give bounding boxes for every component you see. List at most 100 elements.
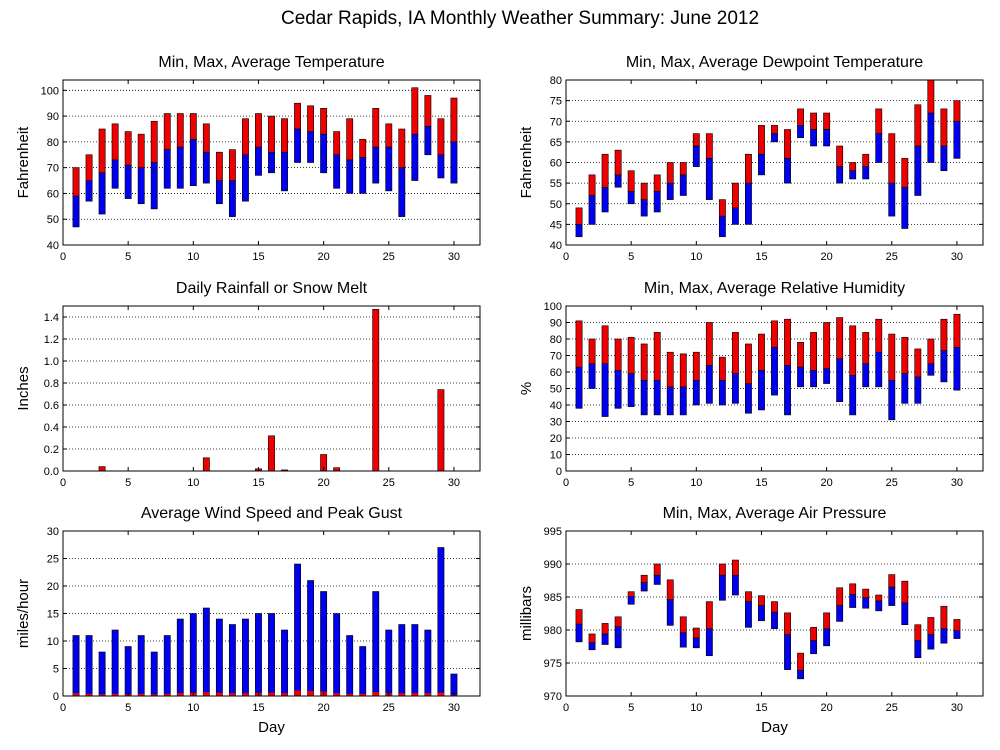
tick-label-x: 25 bbox=[886, 251, 898, 263]
bar-upper-day-15 bbox=[255, 113, 262, 148]
bar-avg-day-22 bbox=[346, 693, 353, 696]
bar-gust-day-19 bbox=[307, 580, 315, 697]
bar-gust-day-16 bbox=[268, 613, 275, 697]
tick-label-x: 5 bbox=[125, 702, 131, 714]
bar-lower-day-17 bbox=[784, 634, 791, 670]
tick-label-y: 975 bbox=[544, 658, 562, 670]
bar-upper-day-12 bbox=[215, 151, 223, 181]
bar-lower-day-4 bbox=[614, 626, 622, 649]
bar-lower-day-6 bbox=[640, 379, 648, 416]
bar-lower-day-27 bbox=[914, 145, 922, 196]
bar-upper-day-10 bbox=[692, 627, 700, 639]
bar-lower-day-9 bbox=[679, 386, 687, 416]
tick-label-y: 70 bbox=[550, 351, 562, 363]
bar-lower-day-6 bbox=[640, 199, 648, 217]
bar-upper-day-12 bbox=[718, 356, 726, 381]
bar-precip-day-29 bbox=[437, 389, 445, 472]
bar-lower-day-29 bbox=[940, 145, 948, 172]
tick-label-y: 0 bbox=[53, 691, 59, 703]
tick-label-x: 0 bbox=[60, 477, 66, 489]
bar-precip-day-3 bbox=[98, 466, 106, 472]
bar-gust-day-9 bbox=[176, 618, 184, 697]
bar-avg-day-6 bbox=[138, 693, 145, 696]
bar-avg-day-19 bbox=[307, 691, 314, 696]
tick-label-y: 60 bbox=[550, 158, 562, 170]
bar-avg-day-1 bbox=[72, 693, 80, 696]
bar-avg-day-8 bbox=[164, 693, 171, 696]
bar-lower-day-12 bbox=[718, 379, 726, 406]
bar-upper-day-20 bbox=[320, 108, 328, 135]
bar-lower-day-6 bbox=[137, 167, 145, 205]
bar-upper-day-11 bbox=[705, 601, 713, 629]
bar-upper-day-27 bbox=[914, 624, 922, 641]
bar-upper-day-26 bbox=[398, 128, 406, 168]
bar-gust-day-17 bbox=[281, 629, 288, 697]
bar-upper-day-7 bbox=[653, 563, 661, 576]
bar-gust-day-20 bbox=[320, 591, 328, 697]
bar-lower-day-20 bbox=[320, 133, 328, 174]
tick-label-x: 20 bbox=[821, 477, 833, 489]
bar-upper-day-3 bbox=[601, 623, 609, 635]
tick-label-y: 80 bbox=[550, 334, 562, 346]
bar-upper-day-15 bbox=[758, 333, 765, 371]
panel-dewpoint: 0 5 10 15 20 25 30 40 45 50 55 60 65 70 75 80 Min, Max, … bbox=[518, 54, 984, 263]
bar-upper-day-6 bbox=[137, 133, 145, 168]
bar-upper-day-19 bbox=[810, 627, 818, 641]
bar-upper-day-18 bbox=[294, 102, 301, 130]
bar-gust-day-11 bbox=[202, 607, 210, 697]
bar-upper-day-16 bbox=[771, 320, 778, 348]
tick-label-x: 25 bbox=[383, 702, 395, 714]
bar-avg-day-16 bbox=[268, 692, 275, 696]
tick-label-y: 15 bbox=[47, 609, 59, 621]
bar-gust-day-24 bbox=[372, 591, 380, 697]
bar-lower-day-12 bbox=[718, 215, 726, 238]
bar-lower-day-20 bbox=[823, 628, 831, 647]
bar-upper-day-27 bbox=[914, 104, 922, 147]
bar-upper-day-26 bbox=[901, 580, 909, 604]
bar-lower-day-11 bbox=[202, 151, 210, 184]
bar-gust-day-12 bbox=[215, 618, 223, 697]
bar-upper-day-13 bbox=[731, 559, 739, 576]
bar-upper-day-2 bbox=[588, 633, 596, 643]
bar-avg-day-2 bbox=[85, 693, 93, 696]
bar-upper-day-25 bbox=[888, 574, 896, 588]
panel-title: Min, Max, Average Relative Humidity bbox=[644, 280, 905, 297]
bar-upper-day-21 bbox=[333, 131, 341, 156]
tick-label-y: 30 bbox=[550, 417, 562, 429]
bar-lower-day-6 bbox=[640, 582, 648, 592]
y-axis-label: Fahrenheit bbox=[15, 126, 32, 199]
tick-label-x: 10 bbox=[187, 251, 199, 263]
bar-avg-day-3 bbox=[98, 694, 106, 696]
bar-lower-day-9 bbox=[176, 146, 184, 189]
bar-upper-day-1 bbox=[575, 320, 583, 368]
bar-lower-day-30 bbox=[953, 346, 961, 391]
bar-lower-day-18 bbox=[294, 128, 301, 163]
tick-label-y: 20 bbox=[550, 433, 562, 445]
y-axis-label: Fahrenheit bbox=[518, 126, 535, 199]
bar-upper-day-5 bbox=[124, 131, 132, 166]
tick-label-x: 15 bbox=[755, 702, 767, 714]
bar-lower-day-18 bbox=[797, 366, 804, 388]
bar-lower-day-10 bbox=[189, 138, 197, 187]
tick-label-x: 30 bbox=[951, 251, 963, 263]
tick-label-y: 0.2 bbox=[44, 444, 59, 456]
bar-lower-day-23 bbox=[862, 363, 870, 388]
bar-lower-day-29 bbox=[940, 350, 948, 383]
bar-upper-day-25 bbox=[888, 333, 896, 381]
bar-lower-day-24 bbox=[875, 600, 883, 612]
bar-avg-day-11 bbox=[203, 692, 210, 696]
bar-upper-day-4 bbox=[614, 149, 622, 176]
bar-lower-day-15 bbox=[758, 605, 765, 622]
bar-upper-day-19 bbox=[810, 332, 818, 371]
tick-label-y: 30 bbox=[47, 526, 59, 538]
tick-label-y: 990 bbox=[544, 559, 562, 571]
bar-lower-day-14 bbox=[745, 601, 752, 628]
bar-lower-day-3 bbox=[98, 172, 106, 215]
bar-lower-day-3 bbox=[601, 633, 609, 645]
bar-upper-day-28 bbox=[927, 338, 935, 365]
bar-upper-day-11 bbox=[705, 133, 713, 159]
y-axis-label: miles/hour bbox=[15, 579, 32, 648]
bar-lower-day-24 bbox=[875, 133, 883, 163]
bar-lower-day-23 bbox=[359, 157, 367, 194]
